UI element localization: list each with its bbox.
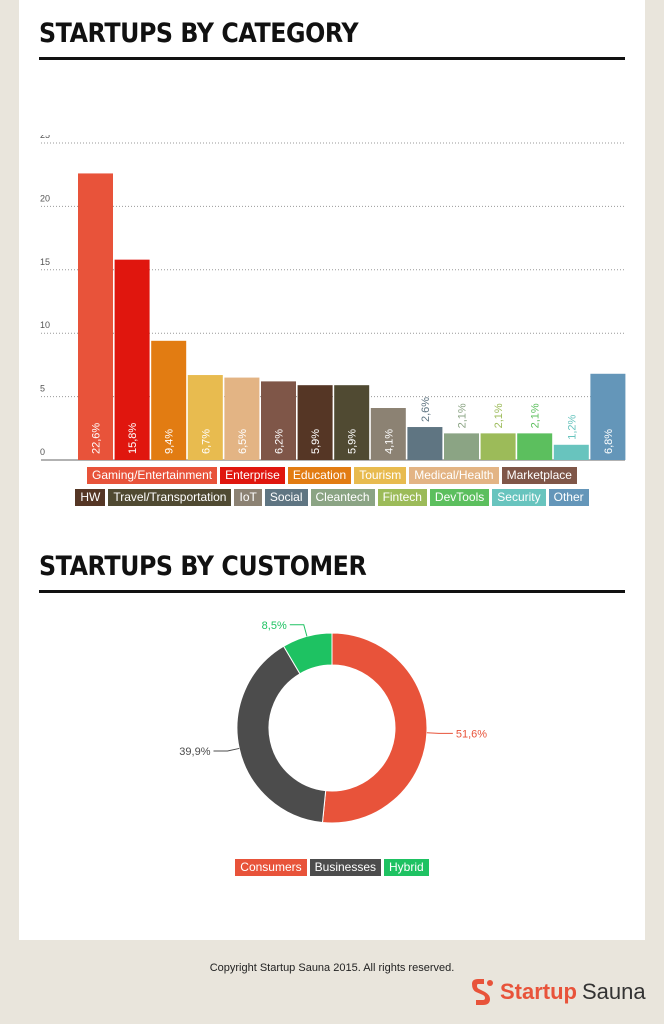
bar-value-label: 6,8% [603, 429, 615, 454]
y-tick-label: 5 [40, 384, 45, 394]
y-tick-label: 15 [40, 257, 50, 267]
bar-value-label: 2,6% [420, 397, 432, 422]
bar-enterprise [114, 259, 150, 460]
slice-leader-line [426, 732, 453, 734]
category-legend-row-2: HW Travel/Transportation IoT Social Cleantec… [19, 489, 645, 506]
brand-name-bold: Startup [500, 979, 577, 1004]
bar-value-label: 22,6% [91, 423, 103, 454]
slice-hybrid [282, 632, 333, 675]
y-tick-label: 25 [40, 135, 50, 140]
bar-value-label: 2,1% [530, 403, 542, 428]
bar-value-label: 9,4% [164, 429, 176, 454]
legend-security: Security [492, 489, 546, 506]
legend-medical-health: Medical/Health [409, 467, 499, 484]
slice-businesses [236, 645, 327, 824]
category-section-title: STARTUPS BY CATEGORY [39, 18, 359, 49]
bar-other [590, 373, 626, 460]
legend-travel-transportation: Travel/Transportation [108, 489, 232, 506]
bar-social [407, 427, 443, 460]
bar-gaming-entertainment [78, 173, 113, 460]
legend-fintech: Fintech [377, 489, 427, 506]
slice-consumers [321, 632, 428, 824]
category-bar-chart: 0 5 10 15 20 25 22,6% 15,8% 9,4% 6,7% 6,5% 6,2% 5,9%… [40, 135, 626, 461]
bar-marketplace [261, 381, 296, 460]
brand-name-rest: Sauna [582, 979, 646, 1004]
y-tick-label: 0 [40, 447, 45, 457]
legend-cleantech: Cleantech [310, 489, 375, 506]
customer-section-title: STARTUPS BY CUSTOMER [39, 551, 367, 582]
bar-hw [297, 385, 333, 460]
y-tick-label: 10 [40, 320, 50, 330]
bar-value-label: 15,8% [127, 423, 139, 454]
slice-value-label: 51,6% [456, 728, 487, 740]
bar-value-label: 6,7% [200, 429, 212, 454]
infographic-card: STARTUPS BY CATEGORY 0 5 10 15 20 25 22,6% 15,8… [19, 0, 645, 940]
slice-leader-line [289, 624, 308, 637]
bar-tourism [187, 375, 223, 460]
legend-iot: IoT [234, 489, 262, 506]
bar-value-label: 4,1% [383, 429, 395, 454]
legend-gaming-entertainment: Gaming/Entertainment [87, 467, 218, 484]
category-legend-row-1: Gaming/Entertainment Enterprise Education T… [19, 467, 645, 484]
bar-iot [370, 408, 406, 460]
y-tick-label: 20 [40, 193, 50, 203]
bar-cleantech [444, 433, 479, 460]
legend-education: Education [287, 467, 352, 484]
bar-value-label: 1,2% [566, 414, 578, 439]
legend-hw: HW [75, 489, 106, 506]
bar-travel-transportation [334, 385, 370, 460]
legend-businesses: Businesses [309, 859, 382, 876]
bar-value-label: 5,9% [347, 429, 359, 454]
bar-fintech [480, 433, 516, 460]
bar-value-label: 6,2% [274, 429, 286, 454]
legend-consumers: Consumers [235, 859, 307, 876]
bar-devtools [517, 433, 553, 460]
category-title-rule [39, 57, 625, 60]
bar-value-label: 5,9% [310, 429, 322, 454]
copyright-text: Copyright Startup Sauna 2015. All rights… [209, 962, 455, 974]
bar-education [151, 340, 187, 460]
slice-leader-line [213, 747, 240, 752]
legend-marketplace: Marketplace [501, 467, 577, 484]
customer-legend: Consumers Businesses Hybrid [19, 859, 645, 876]
legend-other: Other [548, 489, 589, 506]
bar-medical-health [224, 377, 260, 460]
sauna-logo-icon [472, 979, 493, 1005]
bar-value-label: 6,5% [237, 429, 249, 454]
legend-tourism: Tourism [354, 467, 407, 484]
legend-devtools: DevTools [429, 489, 490, 506]
slice-value-label: 39,9% [179, 746, 210, 758]
bar-security [553, 444, 589, 460]
legend-hybrid: Hybrid [384, 859, 429, 876]
slice-value-label: 8,5% [262, 620, 287, 632]
bar-value-label: 2,1% [457, 403, 469, 428]
customer-title-rule [39, 590, 625, 593]
startup-sauna-logo: Startup Sauna [468, 976, 646, 1008]
legend-enterprise: Enterprise [220, 467, 285, 484]
customer-donut-chart: 51,6% 39,9% 8,5% [179, 620, 487, 824]
legend-social: Social [264, 489, 308, 506]
bar-value-label: 2,1% [493, 403, 505, 428]
